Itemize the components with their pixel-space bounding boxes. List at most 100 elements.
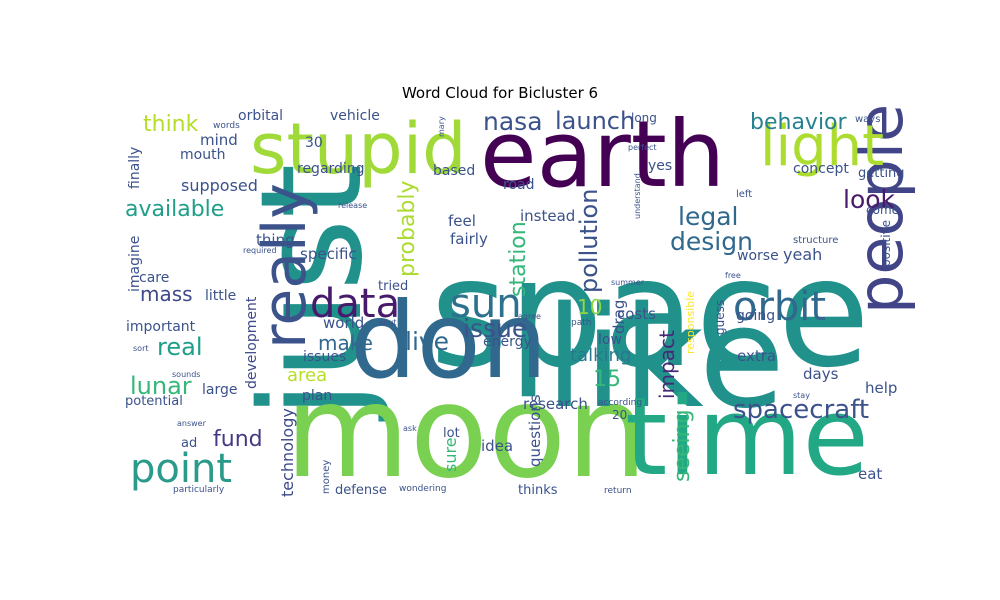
word-stay: stay bbox=[793, 391, 810, 400]
word-cloud: space just moon like earth time don stupid reall… bbox=[125, 101, 917, 507]
word-finally: finally bbox=[127, 146, 143, 189]
word-vehicle: vehicle bbox=[330, 108, 380, 124]
word-understand: understand bbox=[633, 173, 642, 219]
word-energy: energy bbox=[483, 334, 532, 350]
word-important: important bbox=[126, 319, 196, 335]
word-responsible: responsible bbox=[684, 290, 697, 354]
word-data: data bbox=[310, 281, 401, 327]
word-space: space bbox=[430, 227, 871, 401]
word-extra: extra bbox=[737, 347, 777, 365]
word-particularly: particularly bbox=[173, 485, 225, 495]
word-yeah: yeah bbox=[783, 245, 823, 264]
word-live: live bbox=[405, 327, 450, 356]
word-issues: issues bbox=[303, 349, 347, 365]
word-ways: ways bbox=[855, 114, 881, 125]
word-nasa: nasa bbox=[483, 107, 543, 136]
word-summer: summer bbox=[611, 278, 645, 287]
word-available: available bbox=[125, 197, 225, 222]
word-technology: technology bbox=[278, 408, 297, 497]
word-mouth: mouth bbox=[180, 147, 226, 163]
word-based: based bbox=[433, 163, 476, 179]
word-days: days bbox=[803, 365, 839, 383]
word-according: according bbox=[598, 398, 643, 408]
word-eat: eat bbox=[858, 465, 883, 483]
word-don: don bbox=[350, 280, 548, 402]
word-spacecraft: spacecraft bbox=[733, 395, 870, 425]
word-impact: impact bbox=[655, 330, 679, 399]
word-guess: guess bbox=[713, 299, 727, 335]
word-little: little bbox=[205, 288, 237, 304]
word-orbital: orbital bbox=[238, 108, 284, 124]
word-thing: thing bbox=[256, 231, 295, 249]
word-return: return bbox=[604, 486, 632, 496]
word-concept: concept bbox=[793, 161, 849, 177]
word-lunar: lunar bbox=[130, 372, 192, 400]
word-long: long bbox=[631, 111, 657, 125]
word-instead: instead bbox=[520, 207, 576, 225]
word-sort: sort bbox=[133, 344, 149, 353]
word-issue: issue bbox=[463, 314, 528, 343]
word-release: release bbox=[338, 201, 368, 210]
word-fund: fund bbox=[213, 427, 263, 452]
word-structure: structure bbox=[793, 235, 839, 246]
word-answer: answer bbox=[177, 419, 206, 428]
word-regarding: regarding bbox=[297, 161, 365, 177]
word-20: 20 bbox=[612, 408, 628, 422]
word-real: real bbox=[157, 333, 203, 361]
word-make: make bbox=[318, 331, 373, 355]
word-area: area bbox=[287, 365, 328, 386]
word-30: 30 bbox=[305, 135, 323, 151]
word-feel: feel bbox=[448, 212, 476, 230]
word-15: 15 bbox=[593, 367, 621, 392]
word-look: look bbox=[843, 185, 896, 214]
word-legal: legal bbox=[678, 202, 739, 231]
word-come: come bbox=[866, 203, 900, 217]
word-shut: shut bbox=[379, 318, 397, 327]
word-words: words bbox=[213, 121, 240, 131]
word-probably: probably bbox=[395, 180, 420, 277]
word-money: money bbox=[321, 459, 332, 494]
word-imagine: imagine bbox=[127, 235, 143, 292]
word-mass: mass bbox=[140, 282, 193, 306]
word-world: world bbox=[323, 314, 365, 332]
word-perfect: perfect bbox=[628, 143, 657, 152]
word-left: left bbox=[736, 189, 753, 200]
word-going: going bbox=[736, 308, 776, 324]
word-thinks: thinks bbox=[518, 483, 558, 498]
word-fairly: fairly bbox=[450, 230, 488, 248]
word-orbit: orbit bbox=[733, 284, 827, 330]
word-costs: costs bbox=[617, 305, 656, 323]
word-required: required bbox=[243, 246, 277, 255]
word-design: design bbox=[670, 227, 753, 256]
word-stupid: stupid bbox=[250, 108, 467, 190]
word-getting: getting bbox=[858, 166, 905, 181]
word-moon: moon bbox=[285, 358, 648, 507]
word-behavior: behavior bbox=[750, 110, 847, 135]
word-sun: sun bbox=[450, 281, 522, 327]
word-seeing: seeing bbox=[670, 409, 695, 482]
word-potential: potential bbox=[125, 394, 183, 409]
word-think: think bbox=[143, 112, 199, 137]
word-light: light bbox=[760, 114, 885, 179]
word-pollution: pollution bbox=[575, 188, 603, 293]
word-earth: earth bbox=[480, 101, 726, 208]
word-lot: lot bbox=[443, 426, 460, 441]
word-10: 10 bbox=[577, 295, 603, 319]
word-wondering: wondering bbox=[399, 484, 447, 494]
word-yes: yes bbox=[648, 158, 673, 174]
word-worse: worse bbox=[737, 248, 779, 264]
word-path: path bbox=[571, 318, 592, 328]
word-launch: launch bbox=[555, 107, 636, 135]
word-mind: mind bbox=[200, 131, 238, 149]
word-talking: talking bbox=[570, 345, 632, 366]
word-supposed: supposed bbox=[181, 176, 258, 195]
word-agree: agree bbox=[518, 312, 541, 321]
word-sounds: sounds bbox=[172, 370, 201, 379]
word-low: low bbox=[598, 332, 622, 348]
word-sure: sure bbox=[441, 437, 460, 472]
word-time: time bbox=[625, 375, 870, 500]
word-mary: mary bbox=[437, 116, 446, 137]
word-free: free bbox=[725, 271, 741, 280]
word-really: really bbox=[250, 183, 320, 349]
